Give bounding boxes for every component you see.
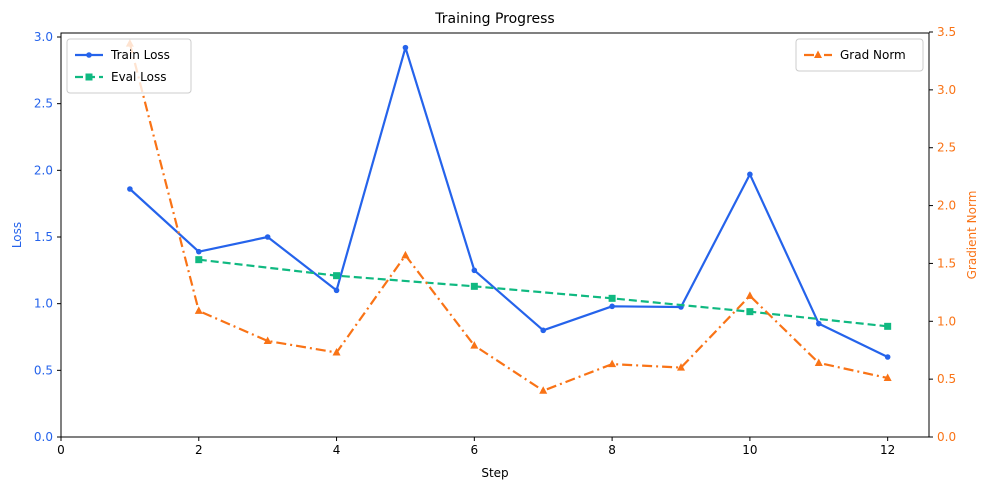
y-left-tick-label: 0.0 [34, 430, 53, 444]
plot-frame [60, 32, 930, 438]
legend-left: Train Loss Eval Loss [66, 38, 192, 94]
legend-label: Train Loss [110, 48, 170, 62]
series-line [198, 258, 888, 328]
data-point [402, 44, 409, 51]
chart-title: Training Progress [434, 11, 554, 27]
x-tick-label: 10 [742, 443, 757, 457]
data-point [263, 336, 272, 344]
series-train-loss [127, 44, 891, 360]
legend-box [66, 38, 192, 94]
data-point [195, 248, 202, 255]
legend-label: Grad Norm [840, 48, 906, 62]
data-point [264, 234, 271, 240]
y-right-tick-label: 0.0 [937, 430, 956, 444]
series-grad-norm [125, 39, 892, 394]
series-layer [125, 39, 892, 394]
data-point [609, 303, 615, 310]
series-line [129, 46, 889, 358]
data-point [745, 291, 754, 299]
y-left-tick-label: 1.5 [34, 230, 53, 244]
data-point [815, 320, 822, 327]
x-tick-label: 4 [333, 443, 341, 457]
data-point [540, 327, 547, 334]
data-point [194, 306, 203, 314]
y-right-tick-label: 0.5 [937, 372, 956, 386]
x-tick-label: 2 [195, 443, 203, 457]
data-point [127, 186, 133, 192]
data-point [401, 250, 410, 259]
x-tick-label: 8 [608, 443, 616, 457]
x-axis: 0 2 4 6 8 10 12 [57, 437, 895, 457]
data-point [332, 348, 341, 356]
data-point [747, 171, 753, 178]
y-left-tick-label: 1.0 [34, 297, 53, 311]
data-point [195, 256, 203, 264]
series-eval-loss [195, 256, 892, 330]
y-axis-left-label: Loss [10, 222, 24, 248]
y-right-tick-label: 3.0 [937, 83, 956, 97]
data-point [814, 50, 822, 58]
y-left-tick-label: 2.0 [34, 163, 53, 177]
y-right-tick-label: 2.0 [937, 199, 956, 213]
data-point [608, 359, 617, 368]
y-right-tick-label: 1.0 [937, 314, 956, 328]
y-axis-right-label: Gradient Norm [965, 191, 979, 280]
data-point [883, 373, 892, 381]
y-right-tick-label: 1.5 [937, 256, 956, 270]
y-right-tick-label: 3.5 [937, 25, 956, 39]
data-point [884, 322, 892, 330]
y-left-tick-label: 0.5 [34, 363, 53, 377]
data-point [470, 282, 478, 290]
data-point [333, 272, 341, 280]
data-point [884, 354, 891, 360]
x-tick-label: 0 [57, 443, 65, 457]
series-line [128, 43, 888, 392]
data-point [539, 386, 548, 394]
data-point [677, 363, 685, 371]
y-right-tick-label: 2.5 [937, 141, 956, 155]
legend-right: Grad Norm [795, 38, 924, 72]
data-point [86, 52, 92, 58]
data-point [471, 267, 478, 274]
y-axis-right: 0.0 0.5 1.0 1.5 2.0 2.5 3.0 3.5 [929, 25, 956, 444]
data-point [608, 294, 616, 302]
data-point [814, 358, 823, 366]
y-left-tick-label: 3.0 [34, 30, 53, 44]
legend-label: Eval Loss [111, 70, 167, 84]
y-axis-left: 0.0 0.5 1.0 1.5 2.0 2.5 3.0 [34, 30, 61, 444]
legend-box [795, 38, 924, 72]
x-tick-label: 12 [880, 443, 895, 457]
y-left-tick-label: 2.5 [34, 97, 53, 111]
data-point [85, 73, 93, 81]
x-axis-label: Step [481, 466, 508, 480]
data-point [470, 341, 479, 349]
data-point [746, 308, 754, 316]
x-tick-label: 6 [471, 443, 479, 457]
data-point [333, 287, 340, 294]
